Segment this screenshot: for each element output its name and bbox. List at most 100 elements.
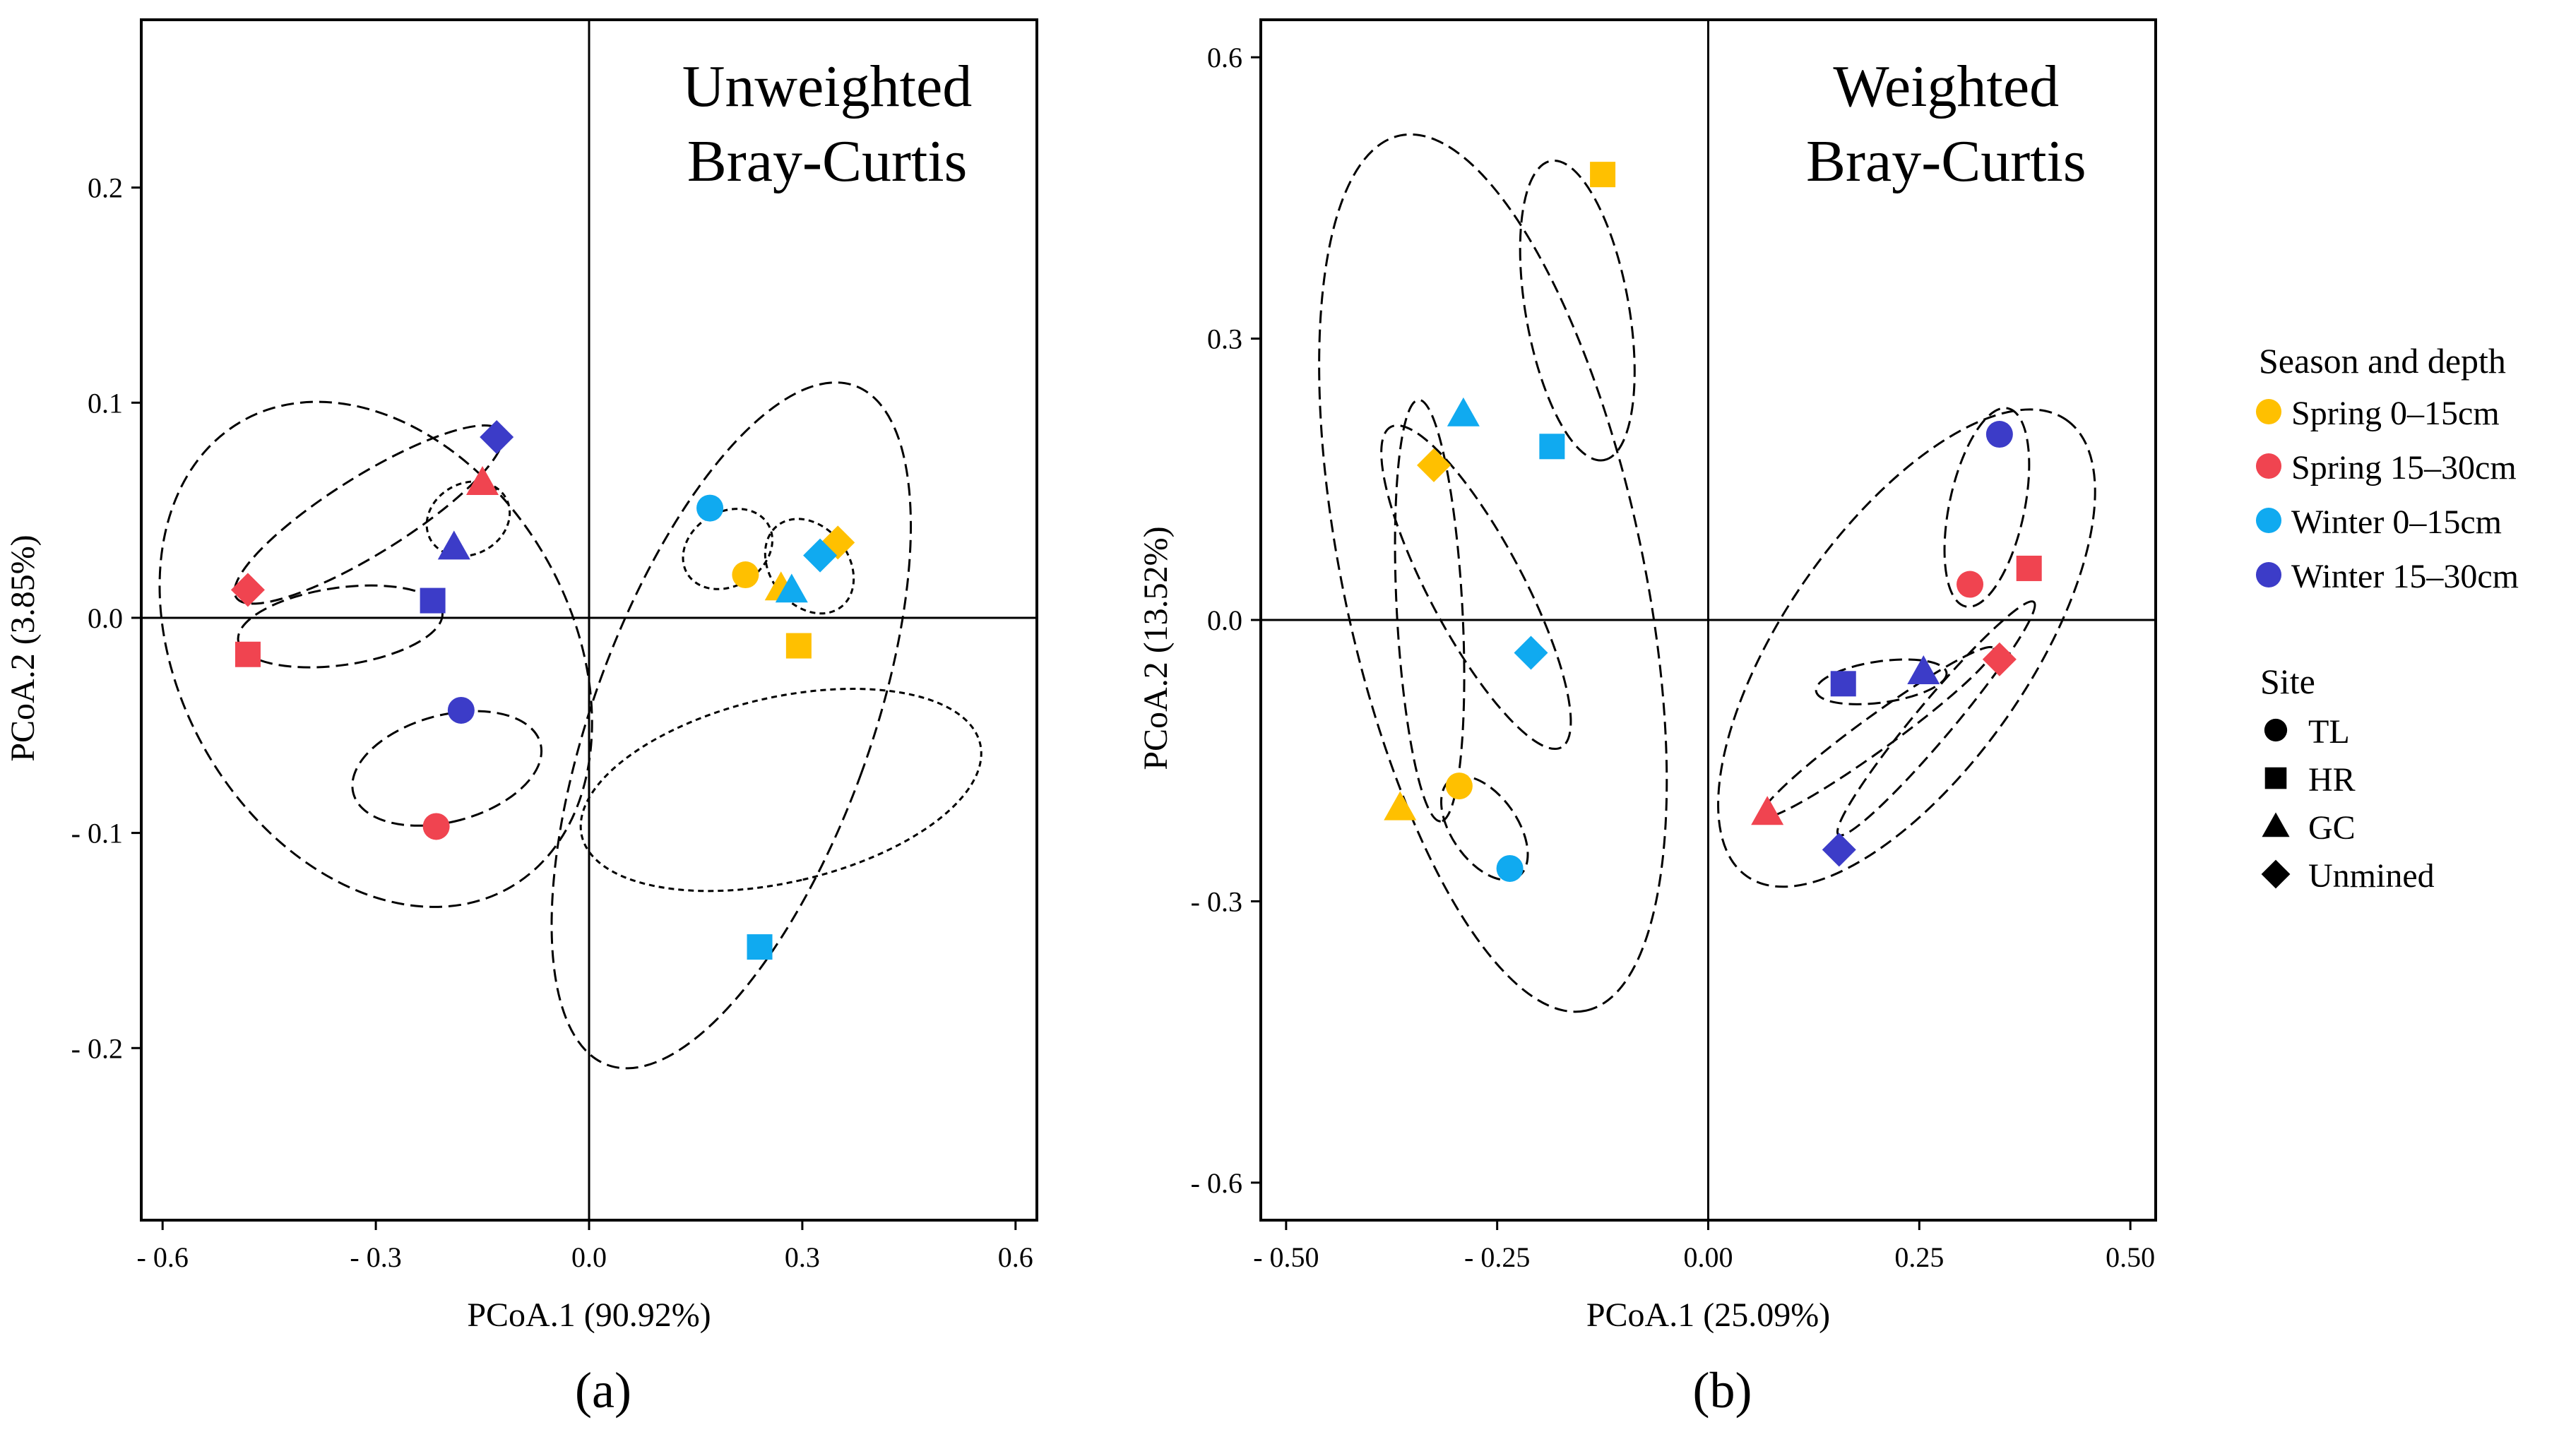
point-winter-0-15-square xyxy=(1539,434,1565,460)
point-spring-0-15-triangle xyxy=(1384,791,1417,821)
site-legend: TL HR GC Unmined xyxy=(2261,713,2435,895)
point-winter-15-30-circle xyxy=(1985,421,2013,448)
y-tick-label: 0.1 xyxy=(88,387,123,419)
point-winter-0-15-diamond xyxy=(803,538,838,573)
season-legend: Spring 0–15cm Spring 15–30cm Winter 0–15cm… xyxy=(2255,395,2519,595)
legend-swatch-spring-15-30 xyxy=(2255,453,2282,479)
point-spring-0-15-circle xyxy=(1445,772,1473,800)
x-axis-label: PCoA.1 (90.92%) xyxy=(467,1296,711,1334)
y-axis-label: PCoA.2 (3.85%) xyxy=(4,535,42,761)
point-winter-0-15-diamond xyxy=(1514,635,1548,670)
cluster-ellipse xyxy=(158,400,593,908)
cluster-ellipse xyxy=(1815,658,1948,705)
cluster-ellipse xyxy=(579,688,982,893)
x-tick-label: - 0.25 xyxy=(1464,1241,1530,1273)
legend-circle-icon xyxy=(2264,718,2288,742)
y-tick-label: 0.3 xyxy=(1207,323,1242,355)
cluster-ellipse xyxy=(1318,133,1668,1013)
cluster-ellipse xyxy=(1759,645,1995,819)
y-tick-label: 0.0 xyxy=(1207,604,1242,636)
x-tick-label: 0.00 xyxy=(1684,1241,1733,1273)
cluster-ellipse xyxy=(237,584,444,669)
point-winter-15-30-diamond xyxy=(480,420,514,455)
point-winter-0-15-triangle xyxy=(1447,397,1480,426)
cluster-ellipse xyxy=(1836,600,2036,837)
panel-title: Bray-Curtis xyxy=(1806,129,2086,194)
x-tick-label: - 0.6 xyxy=(137,1241,189,1273)
point-spring-15-30-triangle xyxy=(466,466,499,495)
season-legend-label: Spring 15–30cm xyxy=(2291,449,2517,487)
point-spring-0-15-square xyxy=(785,633,812,659)
point-spring-15-30-circle xyxy=(422,813,450,840)
point-winter-15-30-triangle xyxy=(437,530,470,560)
y-tick-label: - 0.6 xyxy=(1191,1167,1242,1199)
point-spring-15-30-diamond xyxy=(1982,642,2017,676)
legend: Season and depth Spring 0–15cm Spring 15–… xyxy=(2255,341,2519,895)
legend-swatch-winter-0-15 xyxy=(2255,507,2282,534)
point-winter-0-15-triangle xyxy=(775,573,808,603)
y-tick-label: 0.6 xyxy=(1207,42,1242,73)
y-tick-label: 0.0 xyxy=(88,602,123,634)
panel-title: Unweighted xyxy=(682,54,973,119)
cluster-ellipse xyxy=(764,518,855,615)
season-legend-label: Winter 0–15cm xyxy=(2291,503,2502,541)
point-winter-15-30-square xyxy=(1830,671,1856,697)
site-legend-label: Unmined xyxy=(2308,857,2435,895)
point-winter-0-15-square xyxy=(747,934,773,960)
point-spring-15-30-square xyxy=(234,641,261,667)
legend-swatch-winter-15-30 xyxy=(2255,561,2282,588)
cluster-ellipse xyxy=(550,381,913,1070)
y-tick-label: - 0.2 xyxy=(71,1032,123,1064)
x-tick-label: - 0.3 xyxy=(350,1241,401,1273)
legend-triangle-icon xyxy=(2262,812,2290,837)
cluster-ellipse xyxy=(425,480,511,558)
x-tick-label: 0.25 xyxy=(1894,1241,1944,1273)
cluster-ellipse xyxy=(1943,407,2031,608)
cluster-ellipse xyxy=(1380,424,1572,751)
point-winter-0-15-circle xyxy=(1496,854,1524,882)
point-spring-0-15-circle xyxy=(732,561,759,589)
point-winter-15-30-diamond xyxy=(1822,833,1856,867)
point-spring-15-30-triangle xyxy=(1751,796,1784,825)
site-legend-label: GC xyxy=(2308,809,2356,847)
point-spring-15-30-diamond xyxy=(230,573,265,607)
x-tick-label: 0.0 xyxy=(571,1241,607,1273)
season-legend-title: Season and depth xyxy=(2259,341,2506,381)
legend-diamond-icon xyxy=(2261,859,2291,889)
site-legend-label: HR xyxy=(2308,761,2356,799)
y-tick-label: - 0.1 xyxy=(71,818,123,849)
season-legend-label: Spring 0–15cm xyxy=(2291,395,2500,432)
cluster-ellipse xyxy=(1394,398,1466,823)
panel-a: - 0.6 - 0.3 0.0 0.3 0.6 - 0.2 - 0.1 0.0 0.1 0.2 PC… xyxy=(4,18,1038,1419)
cluster-ellipse xyxy=(233,424,504,605)
y-tick-label: - 0.3 xyxy=(1191,885,1242,917)
panel-title: Weighted xyxy=(1833,54,2059,119)
season-legend-label: Winter 15–30cm xyxy=(2291,558,2519,595)
y-axis-label: PCoA.2 (13.52%) xyxy=(1137,526,1175,770)
x-axis-label: PCoA.1 (25.09%) xyxy=(1586,1296,1830,1334)
site-legend-label: TL xyxy=(2308,713,2350,751)
x-tick-label: 0.3 xyxy=(785,1241,820,1273)
point-winter-0-15-circle xyxy=(696,494,724,522)
cluster-ellipse xyxy=(1519,159,1636,462)
site-legend-title: Site xyxy=(2260,662,2315,701)
point-spring-15-30-circle xyxy=(1957,571,1984,598)
cluster-ellipse xyxy=(682,508,773,590)
y-tick-label: 0.2 xyxy=(88,172,123,204)
panel-label: (a) xyxy=(575,1362,631,1419)
legend-swatch-spring-0-15 xyxy=(2255,398,2282,425)
panel-label: (b) xyxy=(1693,1362,1752,1419)
panel-title: Bray-Curtis xyxy=(687,129,968,194)
x-tick-label: 0.6 xyxy=(998,1241,1033,1273)
legend-square-icon xyxy=(2264,767,2287,789)
point-spring-0-15-diamond xyxy=(1417,448,1451,482)
point-winter-15-30-square xyxy=(420,587,446,614)
cluster-ellipse xyxy=(1717,408,2096,888)
cluster-ellipse xyxy=(351,710,543,827)
point-winter-15-30-circle xyxy=(447,696,475,724)
point-spring-15-30-square xyxy=(2016,555,2042,581)
x-tick-label: 0.50 xyxy=(2106,1241,2155,1273)
point-winter-15-30-triangle xyxy=(1907,655,1940,684)
x-tick-label: - 0.50 xyxy=(1253,1241,1319,1273)
